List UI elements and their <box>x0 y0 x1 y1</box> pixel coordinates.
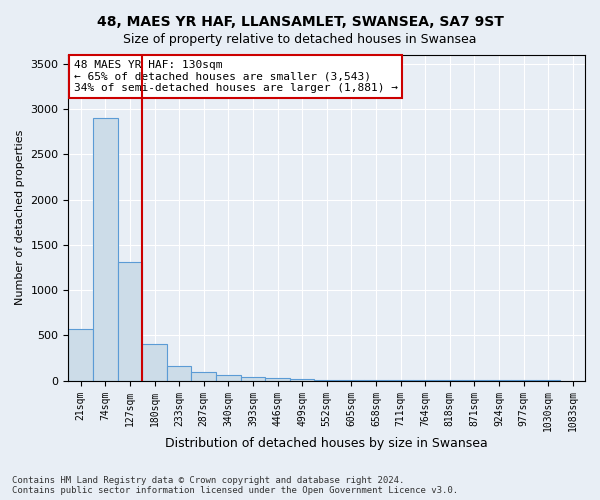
Y-axis label: Number of detached properties: Number of detached properties <box>15 130 25 306</box>
Bar <box>142 344 167 380</box>
Bar <box>216 375 241 380</box>
Bar <box>118 262 142 380</box>
Bar <box>93 118 118 380</box>
Bar <box>68 329 93 380</box>
Bar <box>241 377 265 380</box>
Bar <box>191 372 216 380</box>
Text: 48, MAES YR HAF, LLANSAMLET, SWANSEA, SA7 9ST: 48, MAES YR HAF, LLANSAMLET, SWANSEA, SA… <box>97 15 503 29</box>
Text: 48 MAES YR HAF: 130sqm
← 65% of detached houses are smaller (3,543)
34% of semi-: 48 MAES YR HAF: 130sqm ← 65% of detached… <box>74 60 398 93</box>
Text: Contains HM Land Registry data © Crown copyright and database right 2024.
Contai: Contains HM Land Registry data © Crown c… <box>12 476 458 495</box>
Bar <box>167 366 191 380</box>
Bar <box>265 378 290 380</box>
Bar <box>290 379 314 380</box>
Text: Size of property relative to detached houses in Swansea: Size of property relative to detached ho… <box>123 32 477 46</box>
X-axis label: Distribution of detached houses by size in Swansea: Distribution of detached houses by size … <box>166 437 488 450</box>
